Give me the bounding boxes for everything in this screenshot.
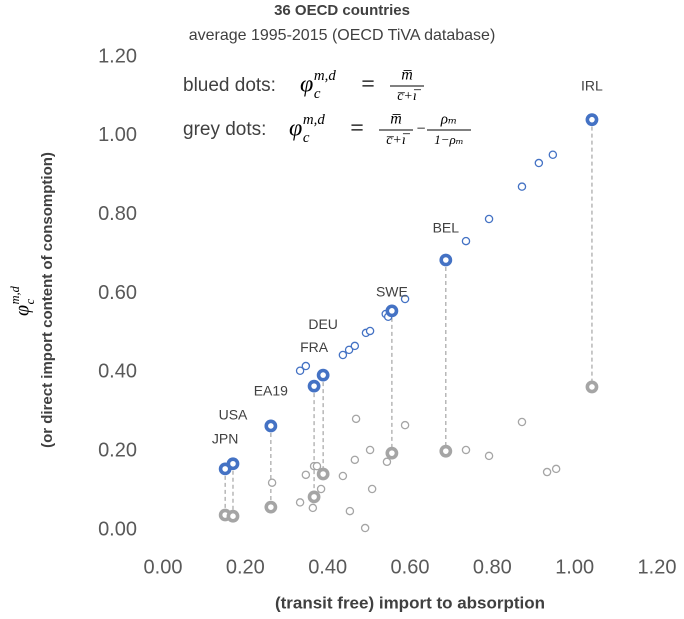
- math-subscript: c: [314, 86, 321, 102]
- math-subscript: c: [303, 130, 310, 146]
- point-label: DEU: [308, 316, 338, 332]
- point: [312, 461, 322, 471]
- fraction-numerator: m̅: [390, 111, 402, 128]
- highlight-point: [264, 419, 278, 433]
- chart-subtitle: average 1995-2015 (OECD TiVA database): [189, 27, 496, 44]
- point: [484, 451, 494, 461]
- point: [308, 503, 318, 513]
- highlight-point: [226, 509, 240, 523]
- point: [351, 414, 361, 424]
- point: [461, 445, 471, 455]
- math-operator: −: [416, 121, 425, 138]
- x-tick-label: 0.60: [391, 556, 430, 578]
- point-label: IRL: [581, 77, 603, 93]
- y-tick-label: 0.20: [98, 439, 137, 461]
- point: [301, 470, 311, 480]
- math-subscript: c: [23, 298, 37, 304]
- point: [484, 214, 494, 224]
- point: [344, 345, 354, 355]
- fraction-denominator: 1−ρₘ: [434, 132, 464, 147]
- point: [548, 150, 558, 160]
- point: [517, 182, 527, 191]
- point: [400, 420, 410, 430]
- point: [316, 484, 326, 494]
- point-label: FRA: [300, 339, 329, 355]
- y-tick-label: 0.60: [98, 282, 137, 304]
- point: [551, 464, 561, 474]
- point: [461, 236, 471, 246]
- point: [267, 478, 277, 487]
- y-axis-label-symbol: φcm,d: [8, 285, 37, 316]
- fraction-denominator: c̅+ı̅: [386, 133, 411, 148]
- y-axis-label-text: (or direct import content of consomption…: [39, 152, 56, 448]
- point: [365, 445, 375, 455]
- math-symbol: φ: [289, 116, 302, 142]
- fraction-numerator: m̅: [401, 67, 413, 84]
- highlight-point: [307, 379, 321, 393]
- x-tick-label: 0.80: [473, 556, 512, 578]
- y-tick-label: 0.00: [98, 518, 137, 540]
- point-label: USA: [219, 406, 248, 422]
- math-superscript: m,d: [314, 68, 336, 84]
- math-equals: =: [350, 116, 364, 142]
- x-axis-label: (transit free) import to absorption: [275, 593, 545, 612]
- highlight-point: [439, 444, 453, 458]
- point: [350, 455, 360, 465]
- x-tick-label: 0.20: [226, 556, 265, 578]
- legend-label: blued dots:: [183, 75, 276, 96]
- highlight-point: [439, 253, 453, 267]
- point-label: SWE: [376, 284, 408, 300]
- point: [360, 523, 370, 533]
- point: [542, 467, 552, 477]
- point: [350, 341, 360, 351]
- y-tick-label: 1.00: [98, 124, 137, 146]
- legend-label: grey dots:: [183, 119, 266, 140]
- point: [295, 498, 305, 507]
- point: [517, 417, 527, 427]
- point: [345, 506, 355, 516]
- math-superscript: m,d: [8, 285, 22, 304]
- math-superscript: m,d: [303, 112, 325, 128]
- highlight-point: [264, 500, 278, 514]
- chart-title: 36 OECD countries: [274, 2, 410, 19]
- point: [338, 350, 348, 360]
- point-label: BEL: [433, 220, 460, 236]
- y-tick-label: 0.40: [98, 361, 137, 383]
- point: [301, 361, 311, 371]
- highlight-point: [226, 457, 240, 471]
- point-label: JPN: [212, 431, 238, 447]
- math-symbol: φ: [12, 305, 34, 316]
- x-tick-label: 1.00: [555, 556, 594, 578]
- math-symbol: φ: [300, 72, 313, 98]
- point: [382, 457, 392, 467]
- point: [367, 484, 377, 494]
- point: [534, 158, 544, 168]
- point: [338, 471, 348, 481]
- y-tick-label: 1.20: [98, 45, 137, 67]
- x-tick-label: 0.00: [144, 556, 183, 578]
- y-tick-label: 0.80: [98, 203, 137, 225]
- fraction-denominator: c̅+ı̅: [397, 89, 422, 104]
- highlight-point: [385, 446, 399, 460]
- highlight-point: [585, 113, 599, 127]
- point: [365, 326, 375, 336]
- x-tick-label: 0.40: [308, 556, 347, 578]
- point: [400, 294, 410, 304]
- point: [295, 366, 305, 376]
- fraction-numerator: ρₘ: [440, 111, 457, 127]
- y-axis-label: (or direct import content of consomption…: [39, 152, 56, 448]
- x-tick-label: 1.20: [638, 556, 677, 578]
- highlight-point: [316, 467, 330, 481]
- highlight-point: [307, 490, 321, 504]
- point-label: EA19: [254, 383, 288, 399]
- highlight-point: [316, 368, 330, 382]
- highlight-point: [585, 380, 599, 394]
- highlight-point: [385, 304, 399, 318]
- math-equals: =: [361, 72, 375, 98]
